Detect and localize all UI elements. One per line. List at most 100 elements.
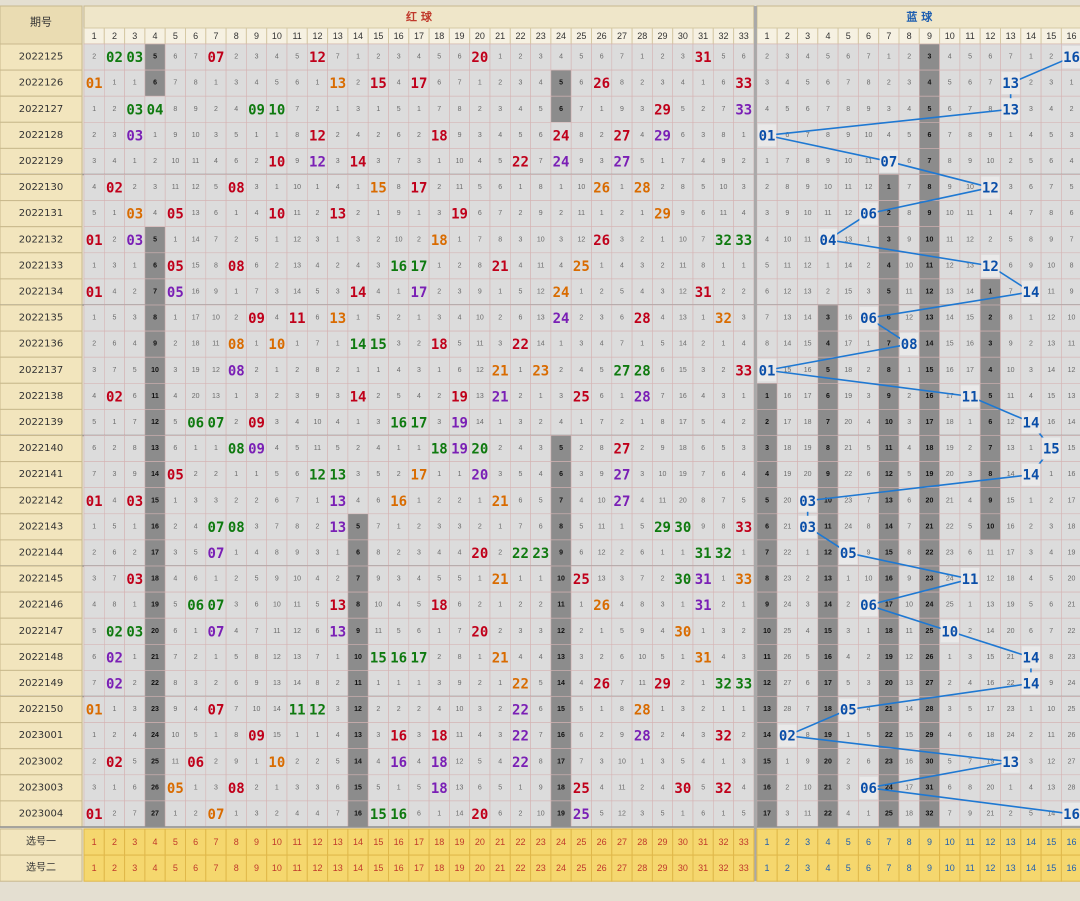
red-pick-number[interactable]: 23 [536,863,546,873]
blue-pick-number[interactable]: 16 [1067,837,1077,847]
red-pick-number[interactable]: 17 [414,863,424,873]
red-pick-number[interactable]: 1 [92,837,97,847]
blue-pick-number[interactable]: 11 [965,863,974,873]
red-pick-number[interactable]: 3 [132,863,137,873]
red-pick-number[interactable]: 19 [455,863,465,873]
blue-pick-number[interactable]: 12 [985,837,995,847]
blue-pick-number[interactable]: 5 [846,863,851,873]
blue-pick-number[interactable]: 12 [985,863,995,873]
blue-pick-number[interactable]: 1 [765,863,770,873]
blue-pick-number[interactable]: 11 [965,837,974,847]
red-pick-number[interactable]: 23 [536,837,546,847]
red-pick-number[interactable]: 9 [254,863,259,873]
blue-pick-number[interactable]: 2 [785,837,790,847]
blue-pick-number[interactable]: 7 [886,837,891,847]
blue-pick-number[interactable]: 8 [907,837,912,847]
red-pick-number[interactable]: 20 [475,863,485,873]
red-pick-number[interactable]: 4 [153,837,158,847]
red-pick-number[interactable]: 30 [678,863,688,873]
red-pick-number[interactable]: 12 [312,863,322,873]
blue-pick-number[interactable]: 6 [866,837,871,847]
red-pick-number[interactable]: 15 [373,863,383,873]
red-pick-number[interactable]: 32 [718,863,728,873]
red-pick-number[interactable]: 18 [434,837,444,847]
red-pick-number[interactable]: 25 [576,863,586,873]
blue-pick-number[interactable]: 9 [927,837,932,847]
red-pick-number[interactable]: 31 [698,863,708,873]
red-pick-number[interactable]: 9 [254,837,259,847]
red-pick-number[interactable]: 11 [292,863,301,873]
red-pick-number[interactable]: 1 [92,863,97,873]
red-pick-number[interactable]: 27 [617,863,627,873]
red-pick-number[interactable]: 5 [173,837,178,847]
blue-pick-number[interactable]: 15 [1046,837,1056,847]
blue-pick-number[interactable]: 8 [907,863,912,873]
red-pick-number[interactable]: 26 [597,837,607,847]
red-pick-number[interactable]: 21 [495,863,505,873]
red-pick-number[interactable]: 22 [515,863,525,873]
blue-pick-number[interactable]: 14 [1026,863,1036,873]
blue-pick-number[interactable]: 5 [846,837,851,847]
red-pick-number[interactable]: 16 [394,837,404,847]
red-pick-number[interactable]: 13 [333,837,343,847]
red-pick-number[interactable]: 11 [292,837,301,847]
red-pick-number[interactable]: 31 [698,837,708,847]
red-pick-number[interactable]: 14 [353,863,363,873]
blue-pick-number[interactable]: 6 [866,863,871,873]
blue-pick-number[interactable]: 2 [785,863,790,873]
red-pick-number[interactable]: 17 [414,837,424,847]
red-pick-number[interactable]: 8 [234,837,239,847]
blue-pick-number[interactable]: 3 [805,837,810,847]
red-pick-number[interactable]: 15 [373,837,383,847]
red-pick-number[interactable]: 28 [637,863,647,873]
blue-pick-number[interactable]: 16 [1067,863,1077,873]
blue-pick-number[interactable]: 4 [825,837,830,847]
red-pick-number[interactable]: 29 [658,863,668,873]
red-pick-number[interactable]: 18 [434,863,444,873]
blue-pick-number[interactable]: 4 [825,863,830,873]
red-pick-number[interactable]: 16 [394,863,404,873]
blue-pick-number[interactable]: 7 [886,863,891,873]
red-pick-number[interactable]: 29 [658,837,668,847]
red-pick-number[interactable]: 21 [495,837,505,847]
red-pick-number[interactable]: 25 [576,837,586,847]
red-pick-number[interactable]: 12 [312,837,322,847]
red-pick-number[interactable]: 26 [597,863,607,873]
blue-pick-number[interactable]: 14 [1026,837,1036,847]
red-pick-number[interactable]: 7 [213,837,218,847]
red-pick-number[interactable]: 3 [132,837,137,847]
red-pick-number[interactable]: 24 [556,837,566,847]
red-pick-number[interactable]: 14 [353,837,363,847]
red-pick-number[interactable]: 2 [112,863,117,873]
red-pick-number[interactable]: 7 [213,863,218,873]
red-pick-number[interactable]: 24 [556,863,566,873]
blue-pick-number[interactable]: 10 [945,863,955,873]
red-pick-number[interactable]: 20 [475,837,485,847]
red-pick-number[interactable]: 6 [193,863,198,873]
red-hit-number: 08 [228,337,245,353]
red-pick-number[interactable]: 2 [112,837,117,847]
blue-pick-number[interactable]: 15 [1046,863,1056,873]
red-pick-number[interactable]: 8 [234,863,239,873]
red-pick-number[interactable]: 32 [718,837,728,847]
red-pick-number[interactable]: 5 [173,863,178,873]
red-pick-number[interactable]: 30 [678,837,688,847]
blue-pick-number[interactable]: 10 [945,837,955,847]
red-pick-number[interactable]: 22 [515,837,525,847]
red-miss-count: 5 [315,602,319,609]
red-pick-number[interactable]: 6 [193,837,198,847]
red-pick-number[interactable]: 4 [153,863,158,873]
blue-pick-number[interactable]: 1 [765,837,770,847]
blue-pick-number[interactable]: 9 [927,863,932,873]
red-pick-number[interactable]: 10 [272,863,282,873]
blue-pick-number[interactable]: 13 [1006,863,1016,873]
red-pick-number[interactable]: 33 [739,837,749,847]
red-pick-number[interactable]: 19 [455,837,465,847]
red-pick-number[interactable]: 33 [739,863,749,873]
red-pick-number[interactable]: 10 [272,837,282,847]
red-pick-number[interactable]: 13 [333,863,343,873]
blue-pick-number[interactable]: 13 [1006,837,1016,847]
blue-pick-number[interactable]: 3 [805,863,810,873]
red-pick-number[interactable]: 28 [637,837,647,847]
red-pick-number[interactable]: 27 [617,837,627,847]
